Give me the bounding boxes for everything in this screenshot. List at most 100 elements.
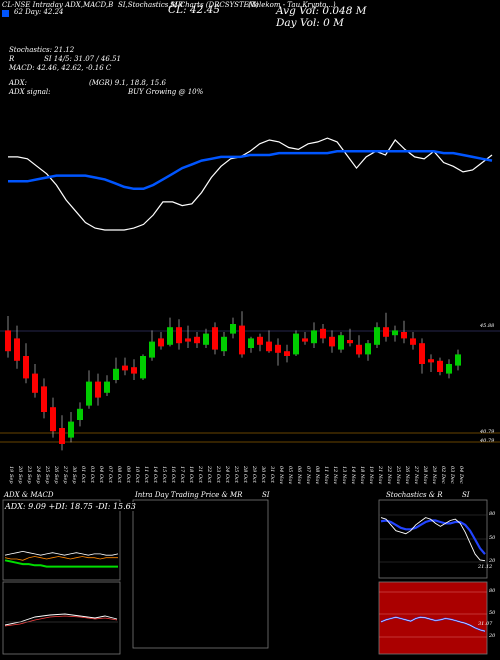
date-tick-label: 24 Oct xyxy=(224,465,230,484)
date-tick-label: 28 Nov xyxy=(422,465,428,484)
candle-down xyxy=(302,338,308,342)
date-tick-label: 07 Oct xyxy=(107,466,113,484)
header-rsi: SI 14/5: 31.07 / 46.51 xyxy=(44,55,121,63)
candle-up xyxy=(149,341,155,358)
date-tick-label: 04 Nov xyxy=(278,466,284,484)
candle-down xyxy=(95,381,101,398)
candle-down xyxy=(401,332,407,339)
candle-down xyxy=(329,336,335,347)
stoch-tick-50: 50 xyxy=(489,535,496,541)
date-tick-label: 08 Oct xyxy=(116,466,122,484)
header-buy-signal: BUY Growing @ 10% xyxy=(128,88,204,96)
price-label-upper: 45.88 xyxy=(480,323,495,329)
header-title-1: CL-NSE Intraday ADX,MACD,B xyxy=(2,1,114,9)
date-tick-label: 25 Oct xyxy=(233,465,239,484)
candle-up xyxy=(365,343,371,355)
adx-line xyxy=(4,559,118,568)
header-adx-signal: ADX signal: xyxy=(9,88,51,96)
candle-down xyxy=(59,428,65,444)
candle-down xyxy=(284,351,290,356)
date-tick-label: 31 Oct xyxy=(269,466,275,484)
date-tick-label: 11 Oct xyxy=(143,466,149,484)
date-tick-label: 22 Oct xyxy=(206,465,212,484)
header-macd: MACD: 42.46, 42.62, -0.16 C xyxy=(9,64,112,72)
candle-down xyxy=(131,367,137,374)
date-tick-label: 28 Oct xyxy=(242,465,248,484)
stoch-line xyxy=(380,517,486,562)
date-tick-label: 29 Nov xyxy=(431,465,437,484)
plus-di-line xyxy=(4,550,119,556)
candle-down xyxy=(437,360,443,372)
date-tick-label: 17 Oct xyxy=(179,466,185,484)
candle-down xyxy=(122,365,128,371)
candle-down xyxy=(275,344,281,353)
date-tick-label: 01 Oct xyxy=(80,466,86,484)
stoch-panel-title: Stochastics & R xyxy=(386,491,443,499)
date-tick-label: 23 Oct xyxy=(215,465,221,484)
candle-down xyxy=(50,407,56,432)
candle-down xyxy=(14,338,20,361)
candle-down xyxy=(410,338,416,345)
header-title-3: SI Charts (DRCSYSTEM) xyxy=(170,1,259,9)
date-tick-label: 24 Sep xyxy=(35,465,41,484)
overview-price-line xyxy=(8,137,493,231)
header-rsi-prefix: R xyxy=(9,55,15,63)
header-adx-mgr: (MGR) 9.1, 18.8, 15.6 xyxy=(89,79,166,87)
candle-down xyxy=(383,327,389,337)
mrsi-panel-frame xyxy=(132,499,269,649)
candle-down xyxy=(320,328,326,339)
date-tick-label: 08 Nov xyxy=(314,466,320,484)
header-title-4: (Telekom - Tau Krypto...) xyxy=(248,1,336,9)
adx-panel-frame xyxy=(2,499,121,581)
date-tick-label: 09 Oct xyxy=(125,466,131,484)
candle-up xyxy=(338,335,344,350)
candle-up xyxy=(77,408,83,420)
candle-up xyxy=(311,330,317,344)
date-tick-label: 18 Oct xyxy=(188,466,194,484)
rsi-tick-20: 20 xyxy=(489,633,496,639)
mrsi-panel-title: Intra Day Trading Price & MR xyxy=(135,491,243,499)
date-tick-label: 29 Oct xyxy=(251,465,257,484)
date-tick-label: 11 Nov xyxy=(323,466,329,484)
date-tick-label: 14 Nov xyxy=(350,466,356,484)
rsi-tick-50: 50 xyxy=(489,610,496,616)
rsi-tick-80: 80 xyxy=(489,588,496,594)
candle-up xyxy=(167,327,173,345)
date-tick-label: 25 Nov xyxy=(395,465,401,484)
overview-chart xyxy=(8,137,493,231)
candle-down xyxy=(212,327,218,350)
candle-up xyxy=(293,333,299,355)
candlestick-chart: 19 Sep 20 Sep 23 Sep 24 Sep 25 Sep 26 Sep 27 S… xyxy=(0,311,500,484)
date-tick-label: 22 Nov xyxy=(386,465,392,484)
candle-down xyxy=(419,343,425,364)
mrsi-panel-title-2: SI xyxy=(262,491,270,499)
adx-panel-title: ADX & MACD xyxy=(4,491,54,499)
candle-down xyxy=(266,341,272,352)
date-tick-label: 30 Sep xyxy=(71,466,77,484)
header-stochastics: Stochastics: 21.12 xyxy=(9,46,75,54)
macd-signal-line xyxy=(4,615,118,627)
stoch-panel-title-2: SI xyxy=(462,491,470,499)
date-tick-label: 04 Oct xyxy=(98,466,104,484)
date-tick-label: 07 Nov xyxy=(305,466,311,484)
candle-up xyxy=(221,336,227,352)
date-tick-label: 19 Sep xyxy=(8,466,14,484)
date-tick-label: 21 Nov xyxy=(377,465,383,484)
candle-up xyxy=(455,354,461,366)
header-day-vol: Day Vol: 0 M xyxy=(276,17,344,29)
candle-down xyxy=(428,359,434,363)
candle-down xyxy=(185,338,191,342)
date-tick-label: 18 Nov xyxy=(359,466,365,484)
date-tick-label: 16 Oct xyxy=(170,466,176,484)
date-tick-label: 12 Nov xyxy=(332,466,338,484)
candle-down xyxy=(194,336,200,344)
candle-down xyxy=(176,327,182,344)
date-tick-label: 30 Oct xyxy=(260,466,266,484)
macd-line xyxy=(4,613,118,626)
header-avg-vol: Avg Vol: 0.048 M xyxy=(276,5,367,17)
macd-panel-frame xyxy=(2,581,121,655)
candle-down xyxy=(257,336,263,345)
date-tick-label: 03 Oct xyxy=(89,466,95,484)
date-tick-label: 02 Dec xyxy=(440,466,446,484)
candle-down xyxy=(347,340,353,344)
